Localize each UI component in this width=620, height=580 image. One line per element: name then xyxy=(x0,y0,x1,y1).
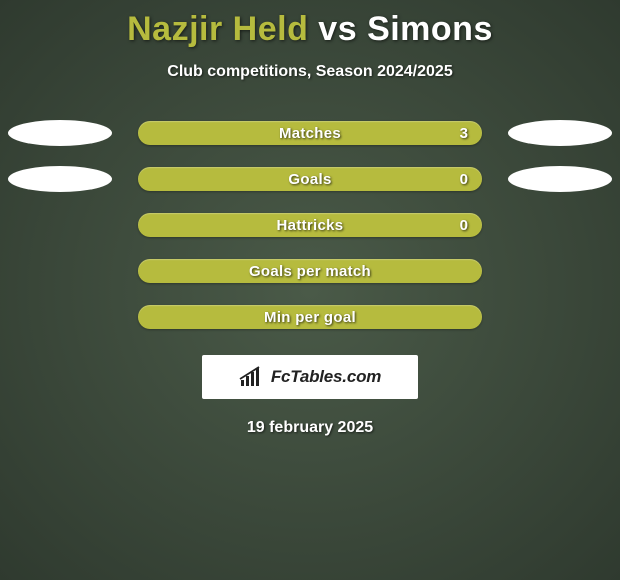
bar-chart-icon xyxy=(239,366,265,388)
stat-row: Goals per match xyxy=(0,259,620,283)
stat-bar: Matches 3 xyxy=(138,121,482,145)
stat-label: Matches xyxy=(279,125,341,142)
stat-value: 0 xyxy=(460,217,468,234)
title-player2: Simons xyxy=(367,10,493,48)
stat-label: Goals xyxy=(288,171,331,188)
stat-row: Hattricks 0 xyxy=(0,213,620,237)
right-ellipse xyxy=(508,166,612,192)
stat-bar: Hattricks 0 xyxy=(138,213,482,237)
left-ellipse xyxy=(8,166,112,192)
stat-row: Matches 3 xyxy=(0,121,620,145)
right-ellipse xyxy=(508,120,612,146)
stat-value: 3 xyxy=(460,125,468,142)
title-vs: vs xyxy=(308,10,367,48)
left-ellipse xyxy=(8,120,112,146)
stat-label: Min per goal xyxy=(264,309,356,326)
stat-row: Min per goal xyxy=(0,305,620,329)
brand-box: FcTables.com xyxy=(202,355,418,399)
brand-text: FcTables.com xyxy=(271,367,381,387)
stats-chart: Matches 3 Goals 0 Hattricks 0 Goals per … xyxy=(0,121,620,329)
stat-value: 0 xyxy=(460,171,468,188)
page-title: Nazjir Held vs Simons xyxy=(0,0,620,49)
stat-row: Goals 0 xyxy=(0,167,620,191)
stat-label: Hattricks xyxy=(277,217,344,234)
subtitle: Club competitions, Season 2024/2025 xyxy=(0,63,620,81)
stat-label: Goals per match xyxy=(249,263,371,280)
stat-bar: Goals 0 xyxy=(138,167,482,191)
stat-bar: Goals per match xyxy=(138,259,482,283)
footer-date: 19 february 2025 xyxy=(0,419,620,437)
stat-bar: Min per goal xyxy=(138,305,482,329)
title-player1: Nazjir Held xyxy=(127,10,308,48)
